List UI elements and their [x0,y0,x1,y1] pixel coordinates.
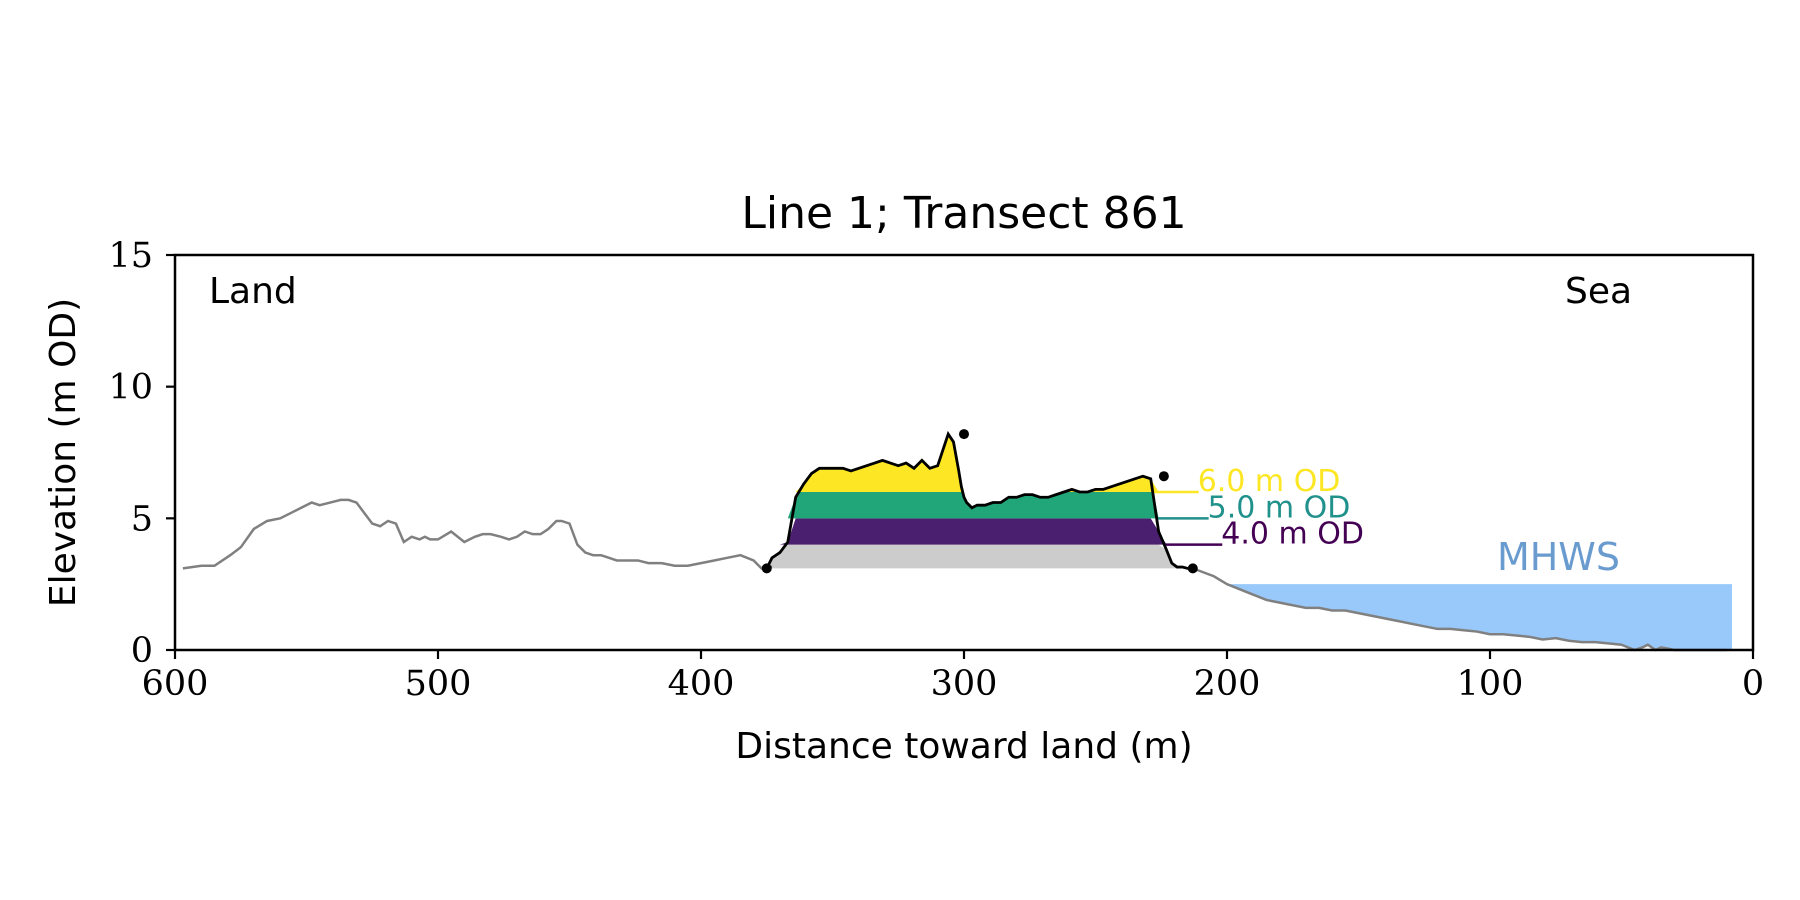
x-tick-label-600: 600 [142,664,209,704]
y-tick-label-5: 5 [131,499,153,539]
dune-marker-2 [1158,471,1169,482]
plot-marks [761,429,1198,574]
x-tick-label-300: 300 [931,664,998,704]
chart-title: Line 1; Transect 861 [741,188,1186,239]
level-label-4: 4.0 m OD [1221,517,1364,552]
level-label-5: 5.0 m OD [1208,490,1351,525]
axis-ticks: 600 500 400 300 200 100 0 0 5 10 15 [108,236,1764,704]
y-tick-label-15: 15 [108,236,153,276]
dune-band-above-6m [766,434,1193,492]
x-axis-label: Distance toward land (m) [735,726,1192,767]
dune-band-above-5m [766,434,1193,519]
dune-marker-3 [1187,563,1198,574]
dune-marker-1 [959,429,969,440]
level-label-6: 6.0 m OD [1198,464,1341,499]
dune-base-band [766,544,1193,569]
profile-line-landward [182,498,773,570]
dune-marker-0 [761,563,772,574]
mhws-label: MHWS [1497,535,1620,579]
y-tick-label-10: 10 [108,368,153,408]
y-axis-label: Elevation (m OD) [43,298,84,607]
y-tick-label-0: 0 [131,631,153,671]
x-tick-label-0: 0 [1742,664,1764,704]
mhws-water-area [1227,584,1732,650]
dune-band-4-5m [766,518,1193,545]
dune-outline [765,430,1193,570]
plot-lines: 4.0 m OD5.0 m OD6.0 m OD [182,430,1727,652]
x-tick-label-100: 100 [1457,664,1524,704]
land-annotation: Land [209,271,297,312]
x-tick-label-500: 500 [405,664,472,704]
plot-fills [766,434,1732,650]
x-tick-label-200: 200 [1194,664,1261,704]
sea-annotation: Sea [1565,271,1632,312]
x-tick-label-400: 400 [668,664,735,704]
